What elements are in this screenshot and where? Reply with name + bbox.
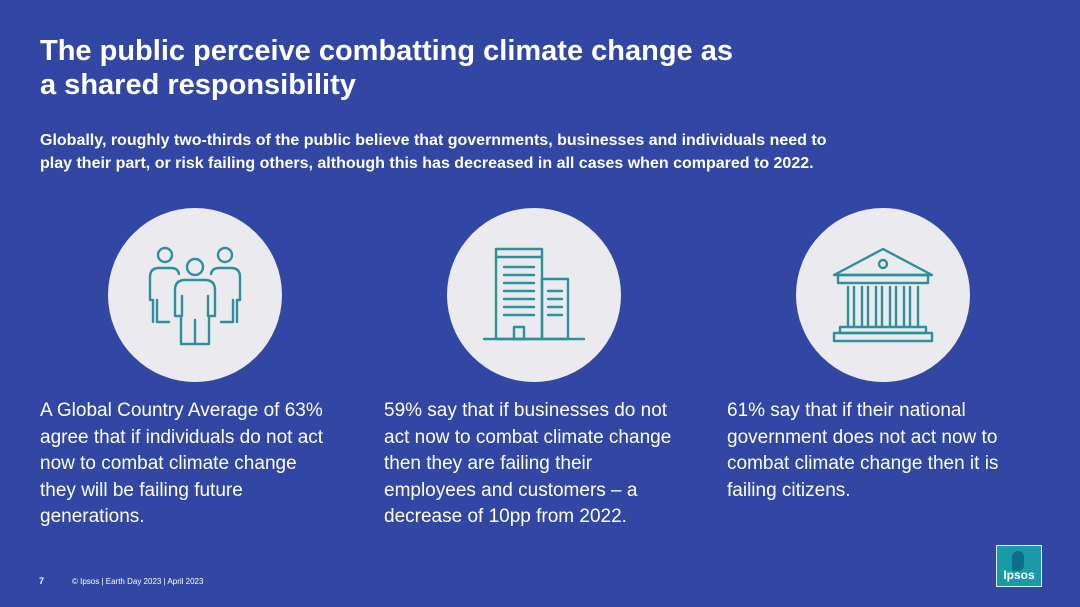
ipsos-logo: Ipsos — [996, 545, 1042, 587]
slide-title: The public perceive combatting climate c… — [40, 34, 940, 102]
people-circle — [108, 208, 282, 382]
stat-line: decrease of 10pp from 2022. — [384, 506, 627, 527]
slide-subtitle-line-2: play their part, or risk failing others,… — [40, 155, 814, 172]
stat-individuals: A Global Country Average of 63% agree th… — [40, 398, 360, 531]
government-circle — [796, 208, 970, 382]
stat-line: employees and customers – a — [384, 479, 638, 501]
footer-copyright: © Ipsos | Earth Day 2023 | April 2023 — [72, 577, 204, 586]
slide-title-line-1: The public perceive combatting climate c… — [40, 35, 733, 67]
stat-businesses: 59% say that if businesses do not act no… — [384, 398, 704, 531]
people-group-icon — [148, 246, 242, 346]
stat-line: now to combat climate change — [40, 453, 297, 474]
stat-line: they will be failing future — [40, 479, 243, 501]
stat-line: failing citizens. — [727, 479, 851, 501]
page-number: 7 — [39, 576, 45, 586]
stat-line: then they are failing their — [384, 453, 593, 474]
logo-mark-icon — [1012, 551, 1024, 571]
logo-text: Ipsos — [1003, 568, 1035, 582]
stat-line: generations. — [40, 506, 145, 527]
stat-government: 61% say that if their national governmen… — [727, 398, 1047, 504]
stat-line: government does not act now to — [727, 426, 998, 448]
stat-line: act now to combat climate change — [384, 426, 672, 448]
stat-line: agree that if individuals do not act — [40, 426, 324, 448]
stat-line: 59% say that if businesses do not — [384, 400, 668, 421]
stat-line: combat climate change then it is — [727, 453, 999, 474]
slide-title-line-2: a shared responsibility — [40, 69, 356, 101]
government-building-icon — [832, 247, 934, 343]
slide-subtitle-line-1: Globally, roughly two-thirds of the publ… — [40, 132, 827, 149]
building-circle — [447, 208, 621, 382]
slide-subtitle: Globally, roughly two-thirds of the publ… — [40, 129, 1000, 175]
office-building-icon — [482, 247, 586, 341]
stat-line: A Global Country Average of 63% — [40, 400, 323, 421]
stat-line: 61% say that if their national — [727, 400, 966, 421]
